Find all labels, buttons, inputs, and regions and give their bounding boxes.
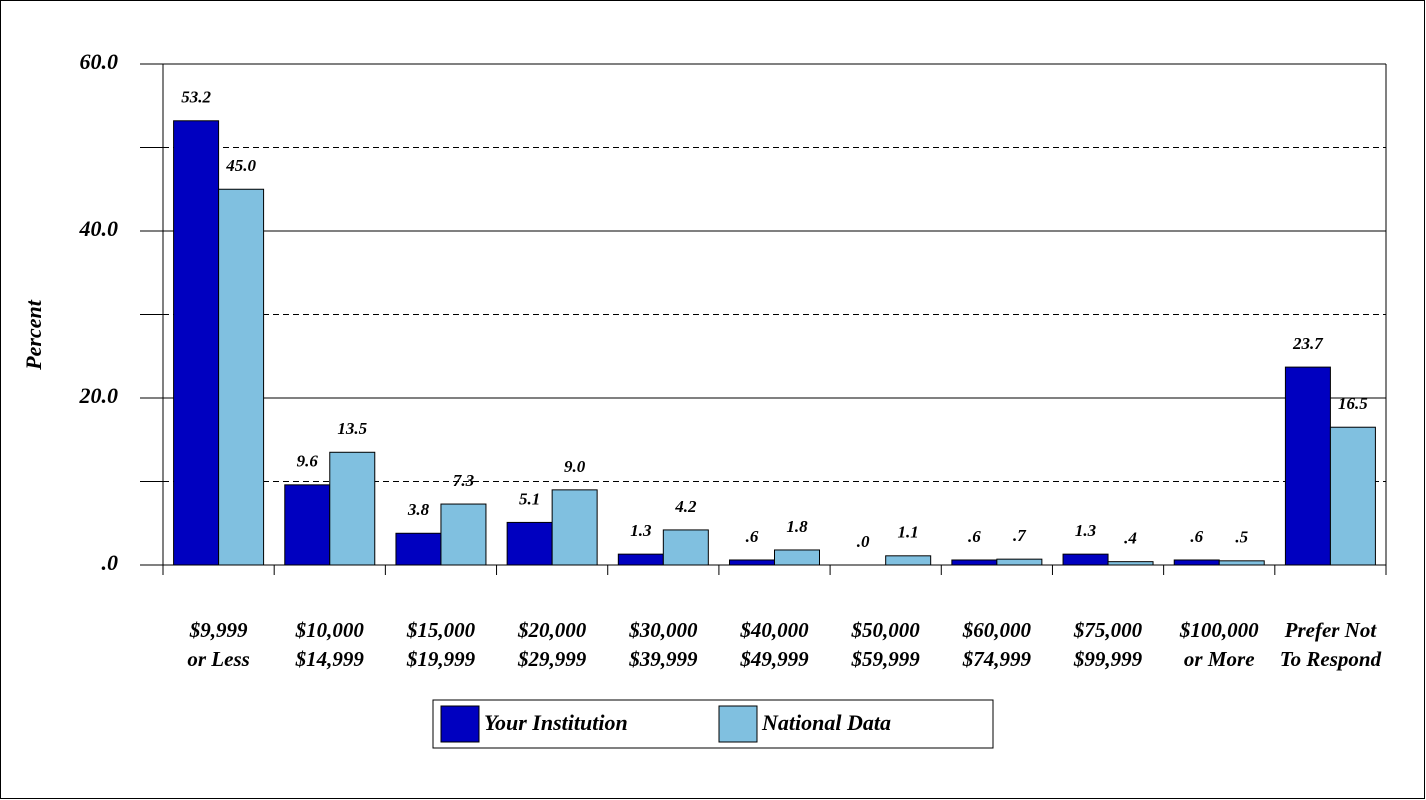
- data-label: 9.0: [564, 457, 586, 476]
- y-axis-label: Percent: [21, 299, 46, 371]
- bar: [440, 503, 487, 566]
- bar: [284, 484, 331, 566]
- bar: [395, 532, 442, 566]
- x-tick-label: $100,000: [1179, 618, 1259, 642]
- data-label: .6: [746, 527, 759, 546]
- data-label: .7: [1013, 526, 1027, 545]
- data-label: 9.6: [297, 452, 319, 471]
- bar: [1173, 559, 1220, 566]
- data-label: .0: [857, 532, 870, 551]
- legend-label: National Data: [761, 710, 891, 735]
- bar: [329, 451, 376, 566]
- x-tick-label: $39,999: [628, 647, 698, 671]
- legend-label: Your Institution: [484, 710, 628, 735]
- bar: [1284, 366, 1331, 566]
- data-label: 7.3: [453, 471, 475, 490]
- y-tick-label: 40.0: [79, 216, 119, 241]
- bar: [1329, 426, 1376, 566]
- bar: [1218, 560, 1265, 566]
- data-label: 23.7: [1292, 334, 1324, 353]
- data-label: .5: [1235, 528, 1248, 547]
- bar: [729, 559, 775, 566]
- bar: [617, 553, 664, 566]
- y-tick-label: 20.0: [79, 383, 119, 408]
- x-tick-label: $74,999: [962, 647, 1032, 671]
- legend-box: [432, 699, 994, 749]
- data-label: .4: [1124, 529, 1137, 548]
- data-label: 1.3: [630, 521, 652, 540]
- legend-swatch: [440, 705, 480, 743]
- bar: [506, 521, 553, 566]
- data-label: .6: [968, 527, 981, 546]
- bar: [551, 489, 598, 566]
- bar: [1062, 553, 1109, 566]
- x-tick-label: Prefer Not: [1284, 618, 1378, 642]
- x-tick-label: $40,000: [739, 618, 809, 642]
- data-label: 4.2: [674, 497, 697, 516]
- data-label: 3.8: [407, 500, 430, 519]
- x-tick-label: $75,000: [1073, 618, 1143, 642]
- bar: [951, 559, 998, 566]
- legend-swatch: [718, 705, 758, 743]
- x-tick-label: $19,999: [406, 647, 476, 671]
- bar: [173, 120, 220, 566]
- x-tick-label: $9,999: [189, 618, 248, 642]
- bar: [218, 188, 265, 566]
- data-label: 1.8: [786, 517, 808, 536]
- data-label: 13.5: [337, 419, 367, 438]
- y-tick-label: .0: [102, 550, 119, 575]
- x-tick-label: $10,000: [295, 618, 365, 642]
- bar: [996, 558, 1043, 566]
- x-tick-label: $29,999: [517, 647, 587, 671]
- x-tick-label: or More: [1184, 647, 1255, 671]
- x-tick-label: $60,000: [962, 618, 1032, 642]
- x-tick-label: $49,999: [739, 647, 809, 671]
- x-tick-label: $99,999: [1073, 647, 1143, 671]
- x-tick-label: $30,000: [628, 618, 698, 642]
- x-tick-label: $14,999: [295, 647, 365, 671]
- y-tick-label: 60.0: [80, 49, 119, 74]
- bar: [774, 549, 820, 566]
- data-label: .6: [1190, 527, 1203, 546]
- x-tick-label: $20,000: [517, 618, 587, 642]
- bar: [662, 529, 709, 566]
- data-label: 16.5: [1338, 394, 1368, 413]
- bar: [885, 555, 932, 566]
- x-tick-label: $59,999: [851, 647, 921, 671]
- x-tick-label: $50,000: [851, 618, 921, 642]
- data-label: 1.3: [1075, 521, 1097, 540]
- data-label: 45.0: [225, 156, 256, 175]
- x-tick-label: $15,000: [406, 618, 476, 642]
- data-label: 53.2: [181, 88, 211, 107]
- x-tick-label: To Respond: [1280, 647, 1382, 671]
- data-label: 1.1: [898, 523, 919, 542]
- data-label: 5.1: [519, 489, 540, 508]
- x-tick-label: or Less: [187, 647, 249, 671]
- bar: [1107, 561, 1154, 566]
